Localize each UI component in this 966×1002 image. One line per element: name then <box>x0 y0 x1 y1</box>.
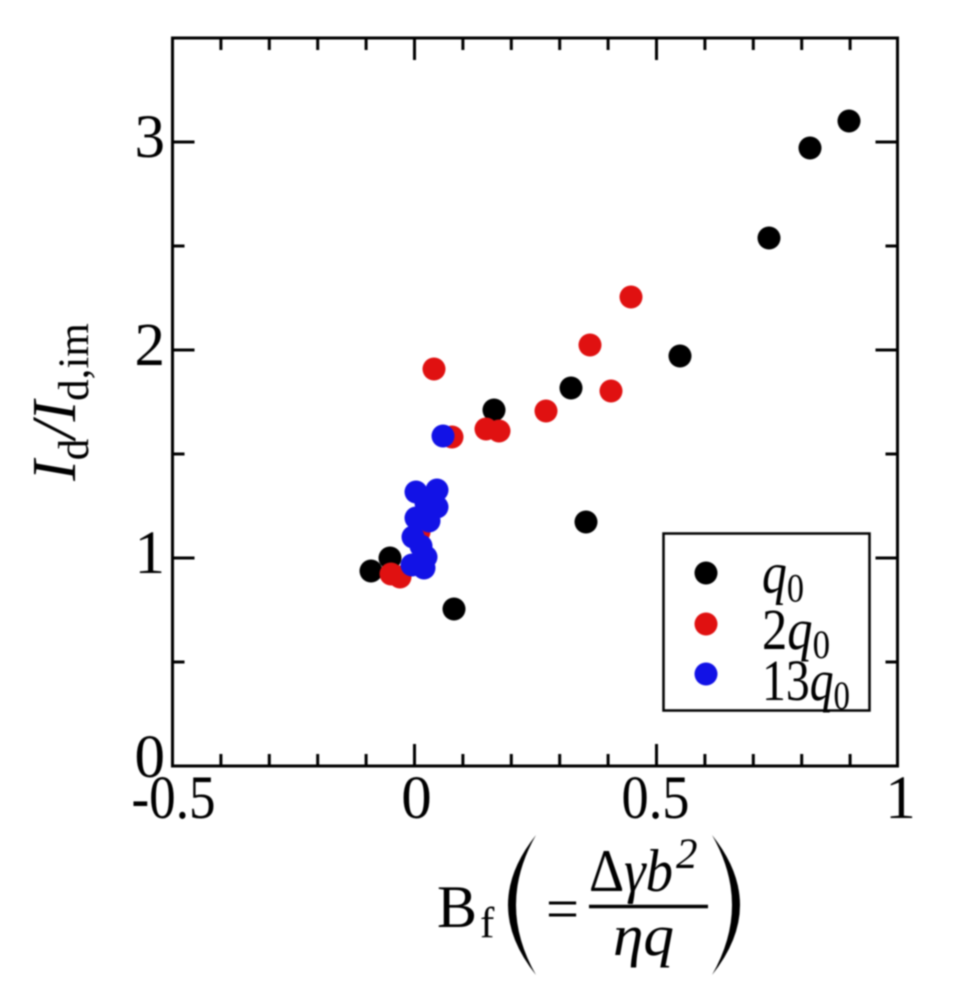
svg-text:Δγb: Δγb <box>589 838 673 904</box>
svg-text:q0: q0 <box>762 541 804 611</box>
svg-text:ηq: ηq <box>613 903 674 968</box>
svg-text:=: = <box>546 876 579 942</box>
svg-text:13q0: 13q0 <box>762 648 850 718</box>
svg-text:B: B <box>437 874 477 940</box>
svg-text:2: 2 <box>135 312 166 379</box>
svg-text:3: 3 <box>135 104 166 171</box>
svg-text:0: 0 <box>135 724 166 791</box>
svg-text:1: 1 <box>135 520 166 587</box>
svg-text:-0.5: -0.5 <box>132 765 216 832</box>
svg-text:Id/Id,im: Id/Id,im <box>21 323 98 482</box>
svg-text:0: 0 <box>401 765 432 832</box>
svg-text:f: f <box>480 900 495 947</box>
svg-text:2: 2 <box>676 831 698 878</box>
svg-text:0.5: 0.5 <box>622 765 690 832</box>
svg-text:1: 1 <box>885 765 916 832</box>
